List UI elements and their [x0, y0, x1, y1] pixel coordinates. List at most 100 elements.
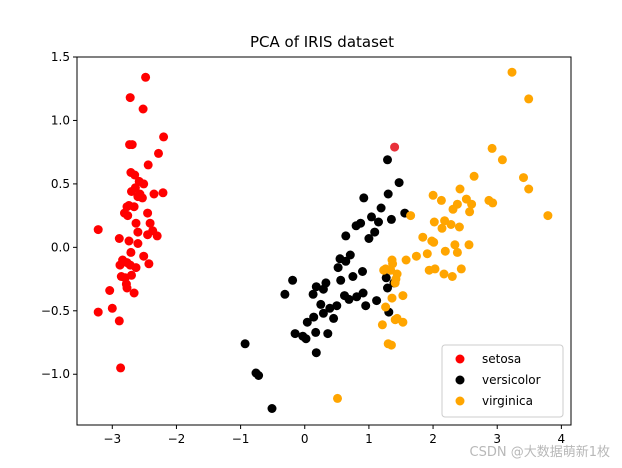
data-point: [374, 217, 383, 227]
data-point: [370, 227, 380, 237]
data-point: [143, 230, 153, 240]
y-tick-label: −1.0: [41, 367, 70, 381]
legend-marker: [455, 375, 465, 385]
data-point: [437, 223, 447, 233]
data-point: [411, 251, 421, 261]
data-point: [381, 273, 391, 283]
data-point: [301, 334, 311, 344]
data-point: [390, 278, 400, 288]
data-point: [454, 222, 464, 232]
data-point: [121, 279, 131, 289]
data-point: [288, 275, 298, 285]
data-point: [116, 272, 126, 281]
data-point: [149, 189, 159, 199]
data-point: [364, 234, 374, 243]
data-point: [386, 214, 396, 224]
data-point: [311, 327, 321, 337]
data-point: [386, 340, 396, 350]
data-point: [383, 283, 392, 293]
x-tick-label: 4: [558, 432, 566, 446]
data-point: [456, 264, 466, 274]
data-point: [436, 195, 446, 205]
data-point: [488, 198, 498, 208]
data-point: [383, 189, 393, 199]
data-point: [448, 204, 458, 214]
data-point: [126, 247, 136, 257]
data-point: [361, 301, 371, 311]
data-point: [114, 234, 124, 243]
data-point: [159, 132, 169, 142]
data-point: [379, 265, 389, 275]
data-point: [377, 320, 387, 330]
data-point: [143, 208, 153, 218]
data-point: [428, 190, 438, 200]
data-point: [311, 282, 321, 292]
data-point: [240, 339, 250, 349]
data-point: [127, 140, 137, 150]
data-point: [383, 155, 392, 165]
data-point: [302, 317, 312, 327]
data-point: [376, 203, 386, 213]
legend-label: setosa: [482, 352, 521, 366]
data-point: [358, 267, 367, 276]
data-point: [497, 155, 507, 165]
data-point: [309, 312, 319, 322]
data-point: [446, 220, 456, 229]
data-point: [280, 289, 290, 299]
axes: −3 −2 −1 0 1 2 3 4 −1.0 −0.5 0.0 0.5 1.0 1.5: [41, 50, 572, 446]
data-point: [333, 263, 343, 273]
data-point: [318, 284, 328, 294]
data-point: [367, 212, 376, 222]
data-point: [390, 315, 400, 325]
data-point: [406, 211, 416, 221]
data-point: [524, 184, 534, 194]
data-point: [430, 264, 440, 274]
x-tick-label: 0: [301, 432, 309, 446]
data-point: [351, 221, 361, 231]
data-point: [139, 251, 149, 261]
data-point: [316, 299, 326, 309]
data-point: [469, 171, 479, 181]
legend-marker: [455, 354, 465, 364]
y-tick-label: 1.0: [51, 113, 70, 127]
data-point: [116, 363, 126, 373]
data-point: [387, 293, 397, 303]
data-point: [341, 231, 351, 241]
data-point: [452, 247, 462, 257]
data-point: [447, 272, 457, 281]
data-point: [105, 286, 115, 295]
x-tick-label: 3: [493, 432, 501, 446]
data-point: [390, 142, 400, 152]
data-point: [152, 231, 162, 241]
plot-frame: [76, 56, 572, 426]
data-point: [398, 291, 408, 301]
y-tick-label: 0.5: [51, 177, 70, 191]
data-point: [336, 275, 346, 285]
legend-marker: [455, 396, 465, 406]
data-point: [141, 72, 151, 82]
data-point: [450, 240, 460, 250]
data-point: [467, 199, 477, 209]
data-point: [439, 269, 449, 279]
data-point: [131, 263, 141, 273]
plot-area: [93, 67, 553, 413]
data-point: [125, 93, 135, 103]
data-point: [429, 217, 439, 227]
data-point: [139, 179, 149, 189]
data-point: [359, 193, 369, 203]
x-tick-label: −2: [168, 432, 186, 446]
data-point: [487, 143, 497, 153]
data-point: [267, 404, 277, 413]
data-point: [290, 329, 300, 339]
data-point: [394, 178, 404, 188]
data-point: [455, 184, 465, 194]
y-tick-label: −0.5: [41, 304, 70, 318]
data-point: [93, 225, 103, 235]
data-point: [440, 246, 450, 256]
data-point: [348, 272, 358, 281]
data-point: [93, 307, 103, 317]
data-point: [329, 313, 339, 323]
data-point: [352, 292, 362, 302]
data-point: [465, 207, 475, 217]
y-tick-label: 0.0: [51, 240, 70, 254]
